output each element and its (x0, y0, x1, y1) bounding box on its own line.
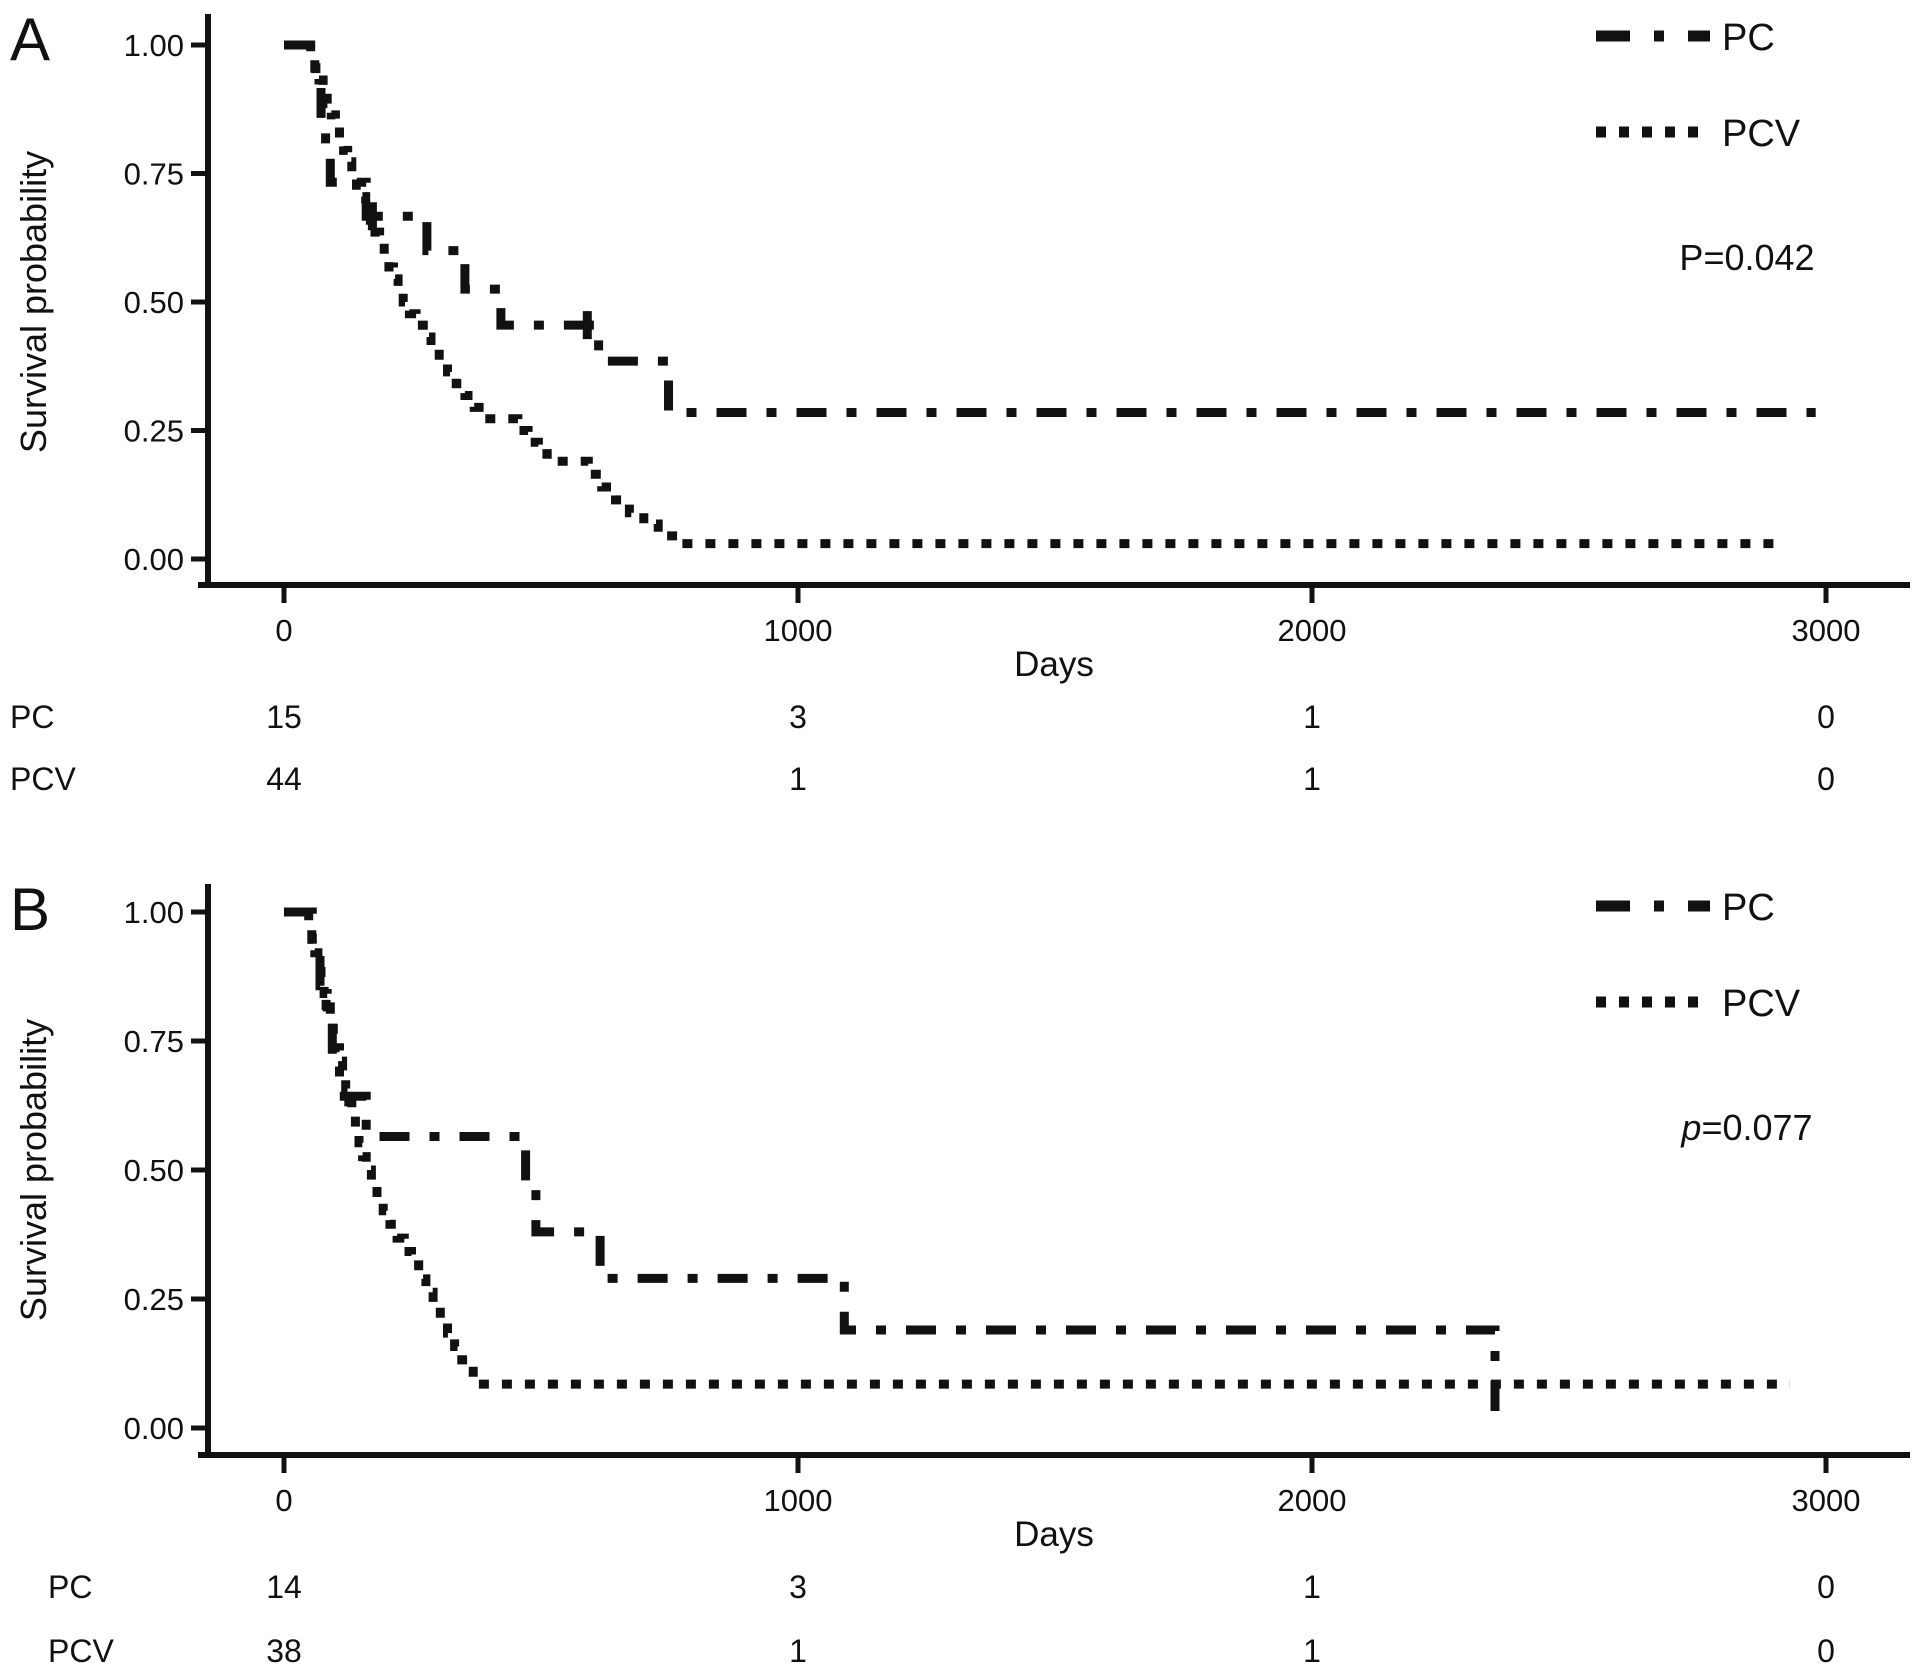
panel-b-x-tick-label: 2000 (1278, 1483, 1347, 1518)
panel-a-curve-pc (284, 40, 1816, 417)
panel-a-x-axis-title: Days (1014, 645, 1094, 684)
panel-b-curve-pcv (284, 907, 1790, 1389)
panel-b-x-axis-title: Days (1014, 1515, 1094, 1554)
panel-b: B Survival probability 1.00 0.75 0.50 0.… (10, 876, 1910, 1554)
panel-b-curve-pc (284, 907, 1500, 1428)
panel-b-p-value: p=0.077 (1680, 1107, 1812, 1148)
panel-a-y-axis-title: Survival probability (13, 151, 54, 453)
panel-b-label: B (10, 876, 50, 943)
panel-a-censor-pc (367, 202, 592, 340)
risk-count: 1 (1303, 1633, 1321, 1669)
p-value-symbol: p (1680, 1107, 1701, 1148)
risk-count: 1 (789, 761, 807, 797)
panel-b-x-tick-label: 0 (275, 1483, 292, 1518)
p-value-number: =0.077 (1701, 1107, 1812, 1148)
risk-count: 3 (789, 1569, 807, 1605)
legend-pcv-label: PCV (1722, 113, 1801, 155)
panel-b-y-axis-title: Survival probability (13, 1019, 54, 1321)
panel-b-y-tick-label: 0.75 (124, 1024, 184, 1059)
risk-count: 0 (1817, 761, 1835, 797)
risk-count: 15 (266, 699, 302, 735)
panel-a-label: A (10, 6, 50, 73)
panel-b-y-tick-label: 1.00 (124, 895, 184, 930)
risk-count: 1 (1303, 699, 1321, 735)
panel-a-y-tick-label: 0.75 (124, 157, 184, 192)
panel-a-curve-pcv (284, 40, 1785, 549)
risk-count: 44 (266, 761, 302, 797)
p-value-symbol: P (1679, 237, 1703, 278)
p-value-number: =0.042 (1703, 237, 1814, 278)
risk-row-label: PCV (10, 761, 76, 797)
risk-count: 38 (266, 1633, 302, 1669)
panel-b-risk-table: PC 14 3 1 0 PCV 38 1 1 0 (48, 1569, 1835, 1669)
panel-a-p-value: P=0.042 (1679, 237, 1814, 278)
panel-a-y-tick-label: 0.00 (124, 542, 184, 577)
panel-a-x-tick-label: 0 (275, 613, 292, 648)
risk-row-label: PCV (48, 1633, 114, 1669)
panel-a-x-tick-label: 3000 (1792, 613, 1861, 648)
risk-count: 1 (789, 1633, 807, 1669)
panel-a-y-tick-label: 1.00 (124, 28, 184, 63)
panel-a-legend: PC PCV P=0.042 (1596, 17, 1815, 278)
panel-a-y-tick-label: 0.25 (124, 414, 184, 449)
legend-pc-label: PC (1722, 887, 1775, 929)
legend-pcv-label: PCV (1722, 983, 1801, 1025)
risk-count: 1 (1303, 1569, 1321, 1605)
panel-a-x-tick-label: 2000 (1278, 613, 1347, 648)
panel-b-y-tick-label: 0.25 (124, 1282, 184, 1317)
panel-a: A Survival probability 1.00 0.75 0.50 0.… (10, 6, 1910, 684)
risk-count: 3 (789, 699, 807, 735)
risk-count: 0 (1817, 1569, 1835, 1605)
risk-row-label: PC (10, 699, 54, 735)
panel-a-y-tick-label: 0.50 (124, 285, 184, 320)
risk-row-label: PC (48, 1569, 92, 1605)
legend-pc-label: PC (1722, 17, 1775, 59)
risk-count: 1 (1303, 761, 1321, 797)
panel-a-risk-table: PC 15 3 1 0 PCV 44 1 1 0 (10, 699, 1835, 797)
panel-b-y-tick-label: 0.50 (124, 1153, 184, 1188)
panel-b-x-tick-label: 3000 (1792, 1483, 1861, 1518)
risk-count: 0 (1817, 699, 1835, 735)
panel-b-y-tick-label: 0.00 (124, 1411, 184, 1446)
risk-count: 0 (1817, 1633, 1835, 1669)
panel-b-legend: PC PCV p=0.077 (1596, 887, 1813, 1148)
panel-b-x-tick-label: 1000 (764, 1483, 833, 1518)
risk-count: 14 (266, 1569, 302, 1605)
panel-a-x-tick-label: 1000 (764, 613, 833, 648)
